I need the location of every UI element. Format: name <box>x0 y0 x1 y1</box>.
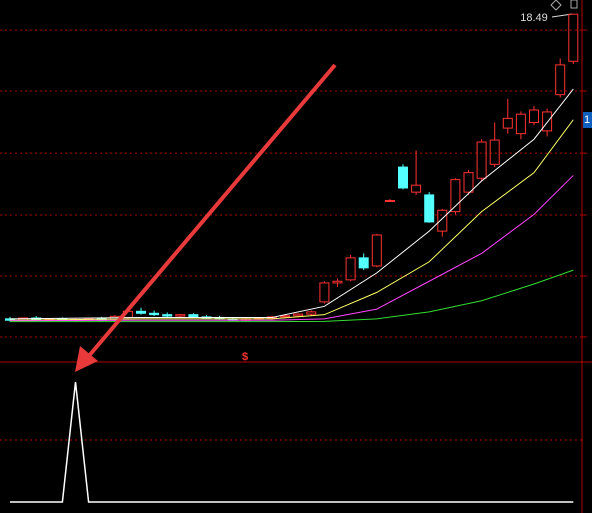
candle-body <box>319 282 330 303</box>
candle-body <box>489 139 500 165</box>
candle-body <box>332 280 343 284</box>
price-label: 18.49 <box>520 12 548 24</box>
axis-badge-box <box>583 112 592 128</box>
marker-label: $ <box>242 351 248 363</box>
candle-body <box>293 313 304 317</box>
candle-body <box>476 141 487 179</box>
moving-average <box>9 175 574 322</box>
candle-body <box>149 312 160 316</box>
moving-average <box>10 269 574 323</box>
candle-body <box>529 109 539 124</box>
candle-body <box>568 13 579 62</box>
candle-body <box>371 234 382 267</box>
candle-body <box>515 113 526 135</box>
candle-body <box>411 184 422 193</box>
candle-body <box>542 111 553 132</box>
window-icon <box>570 0 578 9</box>
diamond-icon <box>550 0 562 11</box>
candle-body <box>162 314 173 317</box>
candle-body <box>306 311 317 315</box>
plot <box>0 13 587 503</box>
candle-body <box>450 179 461 213</box>
indicator-line <box>10 381 574 503</box>
candle-body <box>188 314 199 318</box>
candle-body <box>345 257 356 281</box>
candle-body <box>358 257 369 269</box>
candle-body <box>437 209 448 232</box>
candle-body <box>398 166 408 189</box>
annotation-arrowhead <box>75 346 98 372</box>
candle-body <box>463 172 474 193</box>
candle-body <box>136 310 146 314</box>
candle-body <box>424 194 435 223</box>
candle-body <box>280 315 291 318</box>
moving-average <box>9 119 574 321</box>
candle-body <box>555 64 566 96</box>
candle-body <box>175 314 186 317</box>
annotation-arrow <box>86 63 337 359</box>
candle-body <box>502 117 513 129</box>
candle-body <box>384 199 395 202</box>
axis-badge: 1 <box>584 114 590 126</box>
moving-average <box>9 88 574 320</box>
